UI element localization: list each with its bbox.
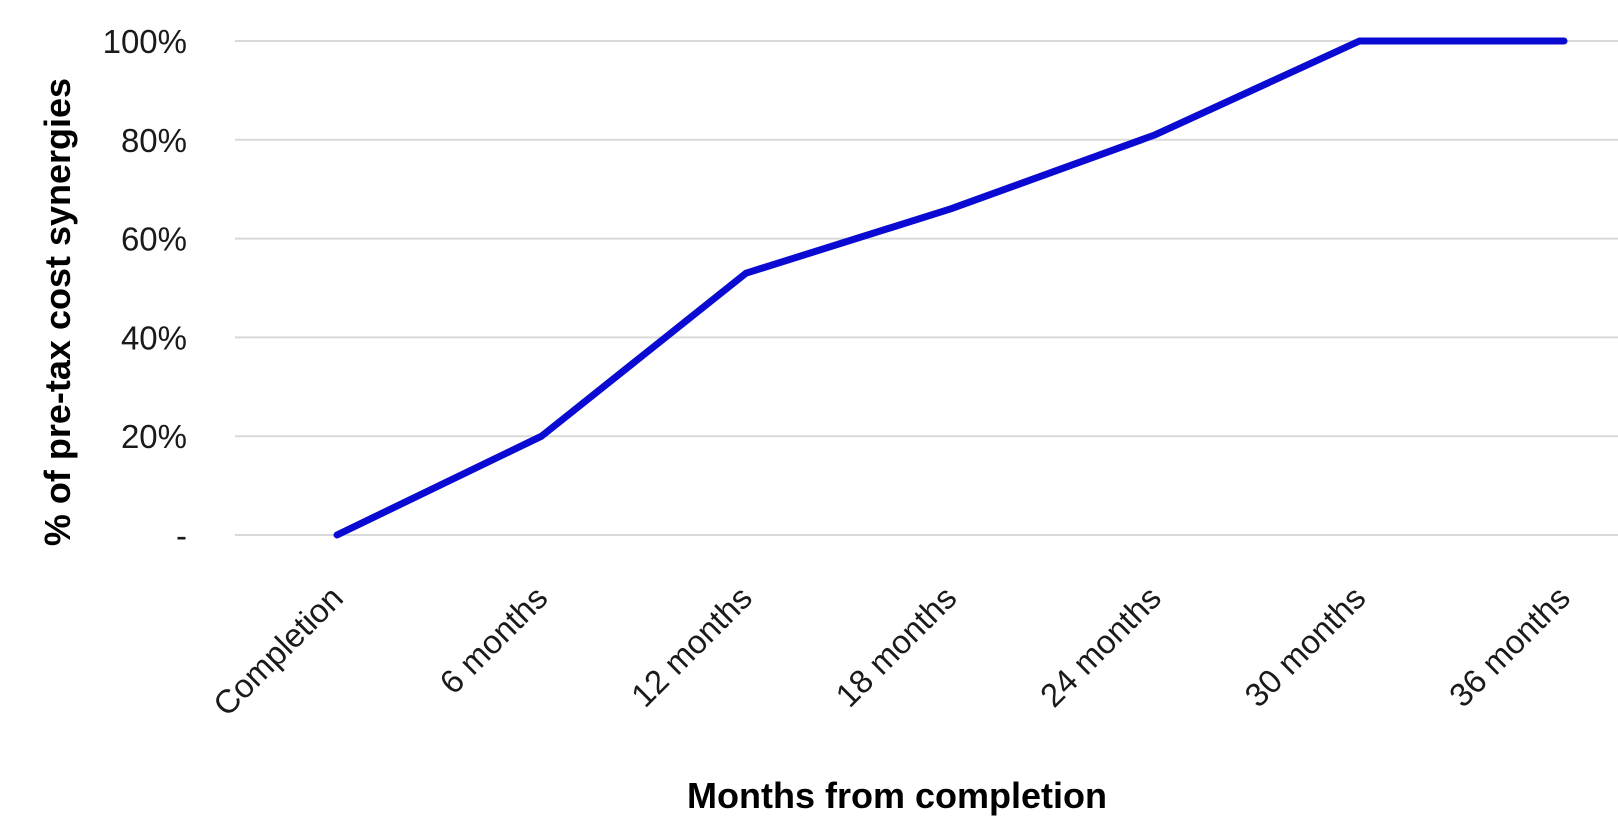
- x-tick-label: 36 months: [1442, 579, 1577, 714]
- x-tick-label: 12 months: [624, 579, 759, 714]
- series-line: [333, 37, 1568, 539]
- x-tick-label: Completion: [206, 579, 350, 723]
- y-tick-label: 20%: [121, 418, 187, 455]
- x-axis-ticks: Completion 6 months 12 months 18 months 24 m…: [206, 579, 1577, 723]
- x-tick-label: 6 months: [432, 579, 554, 701]
- x-tick-label: 30 months: [1237, 579, 1372, 714]
- y-tick-label: 100%: [103, 23, 187, 60]
- x-tick-label: 18 months: [828, 579, 963, 714]
- gridlines: [235, 40, 1618, 536]
- y-tick-label: -: [176, 517, 187, 554]
- y-tick-label: 60%: [121, 221, 187, 258]
- y-tick-label: 40%: [121, 319, 187, 356]
- y-tick-label: 80%: [121, 122, 187, 159]
- y-axis-ticks: - 20% 40% 60% 80% 100%: [103, 23, 187, 554]
- series-layer: [333, 37, 1568, 539]
- x-tick-label: 24 months: [1033, 579, 1168, 714]
- x-axis-title: Months from completion: [687, 775, 1107, 816]
- y-axis-title: % of pre-tax cost synergies: [37, 78, 78, 546]
